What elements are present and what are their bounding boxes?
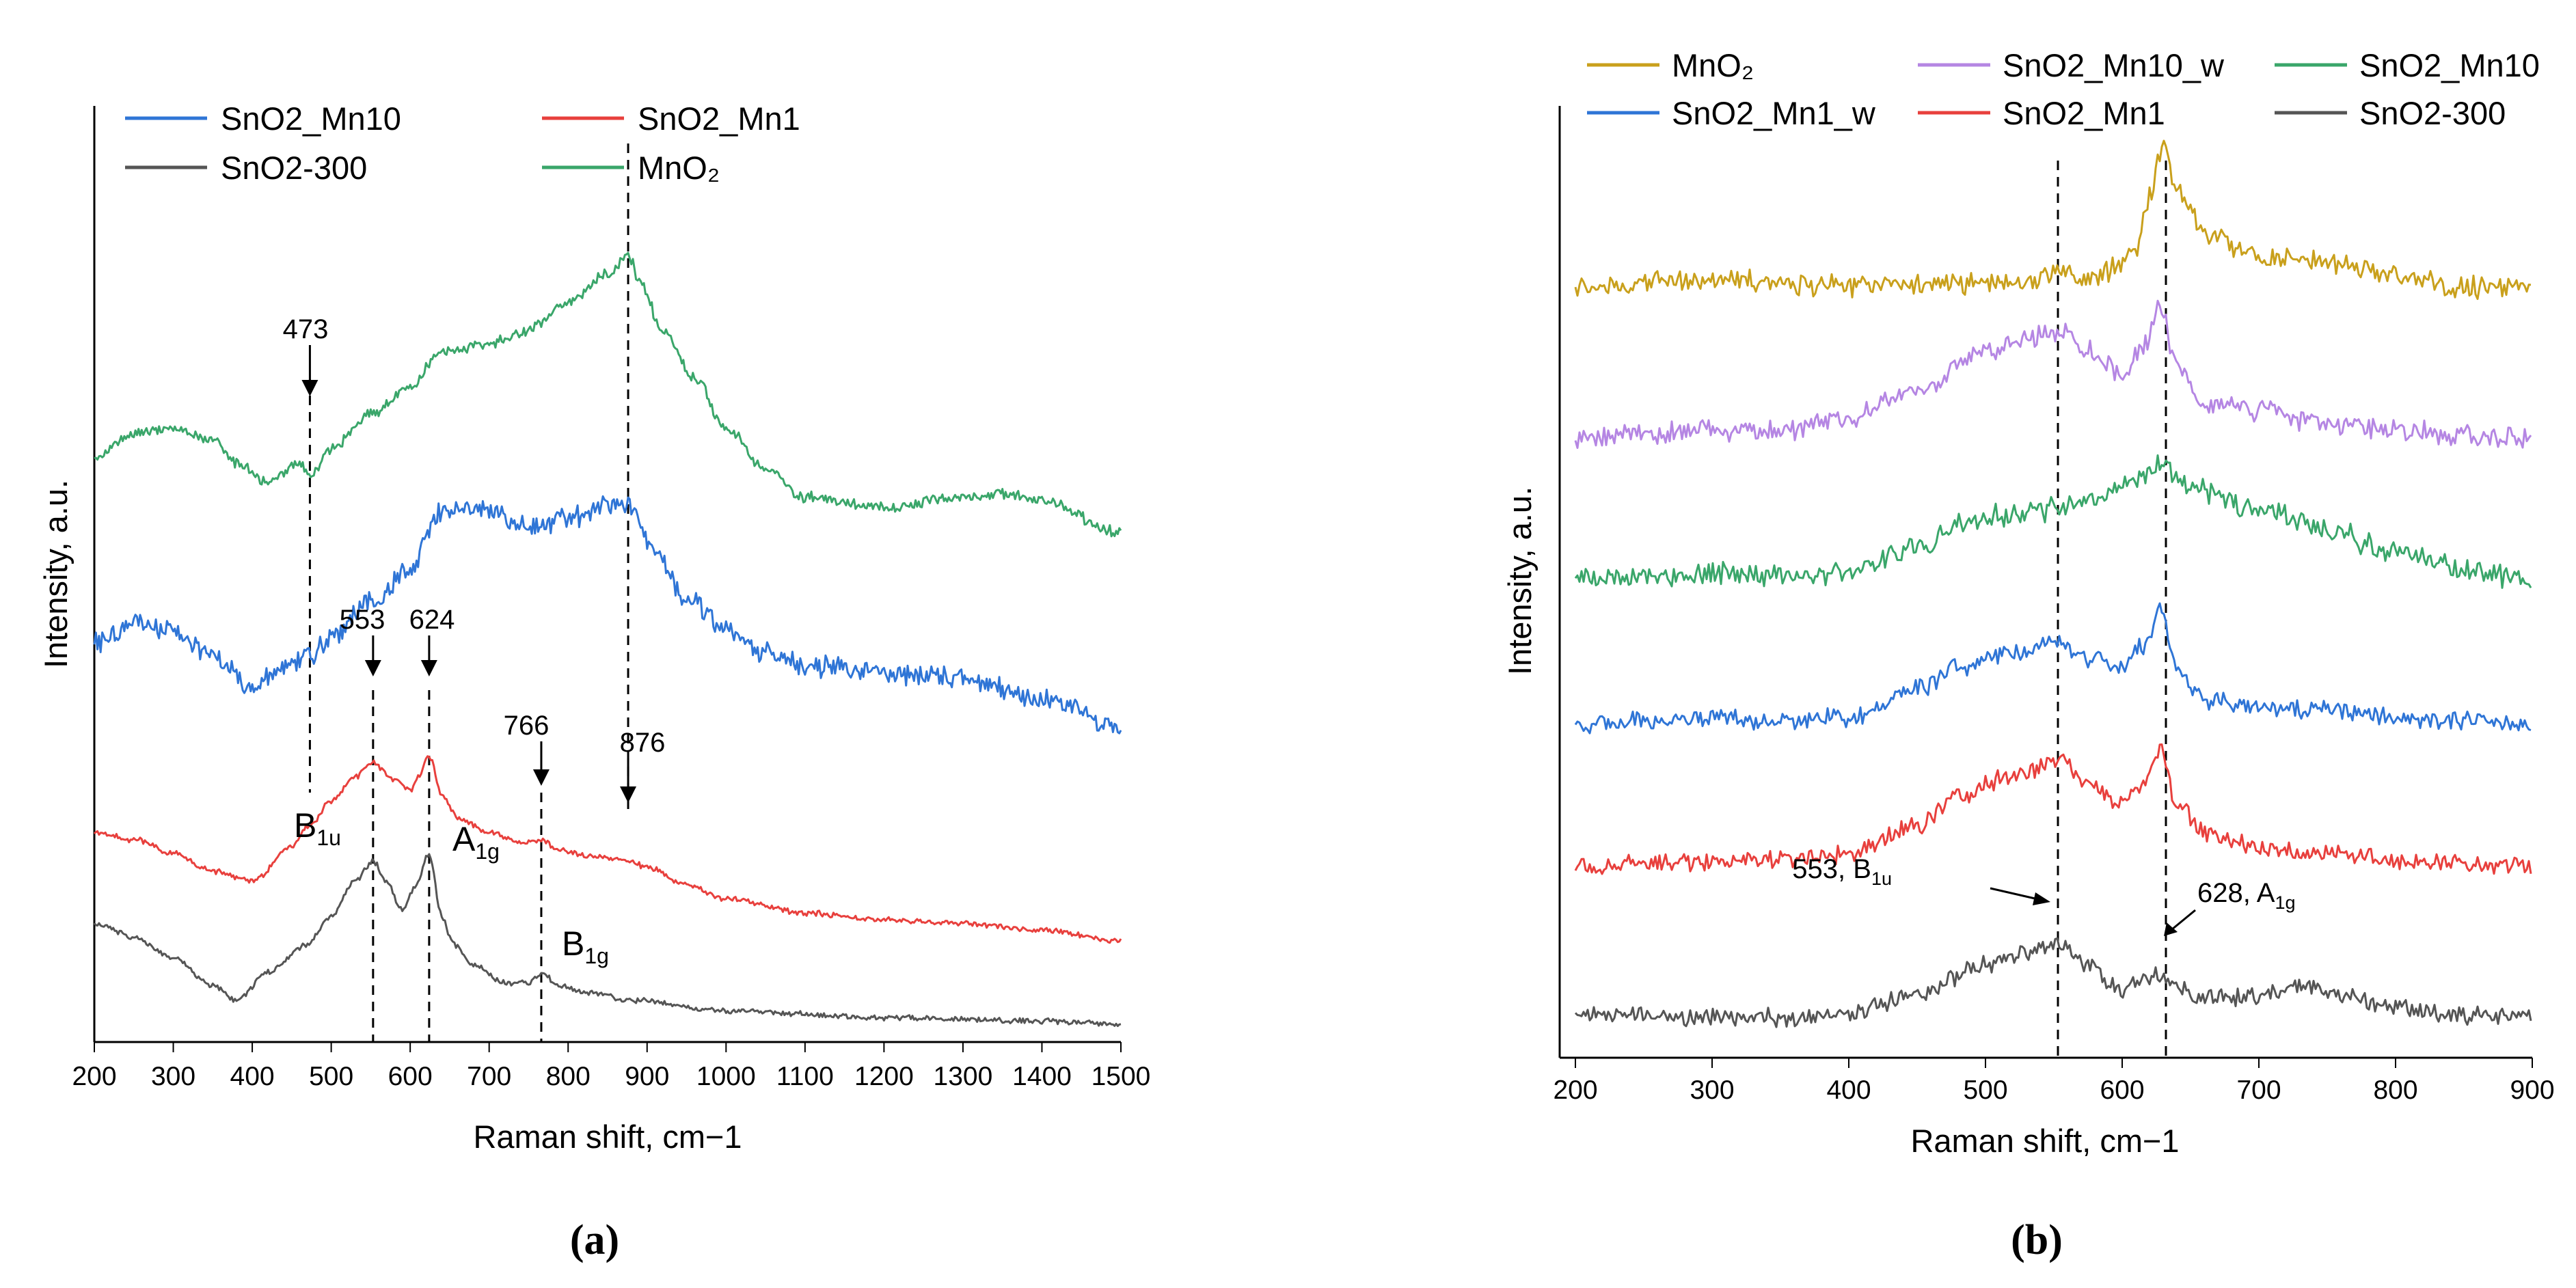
- panel-a-x-tick-label: 800: [546, 1062, 591, 1091]
- panel-a-x-tick-label: 900: [625, 1062, 669, 1091]
- panel-b-x-tick-label: 400: [1826, 1075, 1871, 1105]
- panel-a-series-sno2-mn10: [93, 495, 1122, 735]
- panel-a-y-title: Intensity, a.u.: [38, 480, 74, 668]
- panel-b-x-tick-label: 300: [1690, 1075, 1734, 1105]
- mode-label-b1u: B1u: [294, 806, 341, 850]
- panel-b-x-title: Raman shift, cm−1: [1910, 1123, 2179, 1159]
- legend-label-sno2-300: SnO2-300: [221, 150, 367, 186]
- panel-a-x-title: Raman shift, cm−1: [473, 1119, 742, 1155]
- panel-b-legend: MnO₂ SnO2_Mn10_w SnO2_Mn10 SnO2_Mn1_w Sn…: [1587, 47, 2540, 131]
- panel-b-x-tick-label: 900: [2510, 1075, 2554, 1105]
- arrow-628-head: [2164, 922, 2178, 936]
- arrow-553-head: [2033, 892, 2050, 905]
- panel-a-arrow-head: [620, 786, 637, 803]
- panel-a-arrow-head: [420, 660, 437, 676]
- anno-553-b1u: 553, B1u: [1792, 854, 1892, 889]
- anno-766: 766: [504, 711, 550, 741]
- panel-b-series-sno2-300: [1574, 937, 2532, 1028]
- anno-624: 624: [409, 605, 455, 635]
- panel-a-x-tick-label: 500: [309, 1062, 353, 1091]
- anno-628-a1g: 628, A1g: [2197, 878, 2295, 913]
- arrow-553: [1990, 887, 2042, 901]
- legend-b-label-mno2: MnO₂: [1672, 47, 1754, 83]
- mode-label-a1g: A1g: [452, 820, 500, 864]
- legend-label-sno2-mn10: SnO2_Mn10: [221, 100, 401, 137]
- panel-b-series-sno2-mn1-w: [1574, 602, 2532, 735]
- panel-a: 200 300 400 500 600 700 800 900 1000 1100 1200 1300…: [38, 100, 1150, 1155]
- panel-a-x-tick-label: 1500: [1092, 1062, 1151, 1091]
- panel-b-y-title: Intensity, a.u.: [1502, 487, 1538, 675]
- panel-a-x-tick-label: 1100: [776, 1062, 834, 1091]
- panel-label-b: (b): [2011, 1217, 2063, 1263]
- legend-label-sno2-mn1: SnO2_Mn1: [638, 100, 800, 137]
- panel-a-x-tick-label: 300: [151, 1062, 195, 1091]
- arrow-628: [2171, 909, 2196, 931]
- panel-b-series-sno2-mn10-w: [1574, 299, 2532, 449]
- anno-473: 473: [283, 314, 329, 344]
- panel-a-series-sno2-mn1: [93, 755, 1122, 944]
- panel-a-x-tick-label: 1400: [1012, 1062, 1072, 1091]
- mode-label-b1g: B1g: [562, 924, 609, 968]
- panel-a-arrow-head: [364, 660, 381, 676]
- legend-b-label-sno2-mn10: SnO2_Mn10: [2359, 47, 2540, 83]
- panel-a-legend: SnO2_Mn10 SnO2_Mn1 SnO2-300 MnO₂: [125, 100, 800, 186]
- panel-b-series-sno2-mn10: [1574, 454, 2532, 589]
- anno-876: 876: [620, 728, 666, 758]
- panel-b-x-tick-label: 600: [2100, 1075, 2144, 1105]
- anno-553: 553: [340, 605, 385, 635]
- panel-b: 200 300 400 500 600 700 800 900 Raman shift, cm…: [1502, 47, 2555, 1159]
- panel-b-x-tick-label: 700: [2236, 1075, 2281, 1105]
- legend-b-label-sno2-mn1: SnO2_Mn1: [2003, 95, 2165, 131]
- panel-a-series-mno-: [94, 251, 1122, 538]
- panel-a-arrow-head: [301, 380, 318, 396]
- panel-a-arrow-head: [532, 769, 550, 786]
- panel-b-series-sno2-mn1: [1574, 743, 2532, 875]
- panel-a-x-tick-label: 1200: [854, 1062, 914, 1091]
- panel-a-x-tick-label: 700: [467, 1062, 511, 1091]
- panel-a-x-tick-label: 1000: [696, 1062, 756, 1091]
- panel-b-series-mno-: [1574, 139, 2532, 300]
- legend-b-label-sno2-mn1-w: SnO2_Mn1_w: [1672, 95, 1876, 131]
- panel-a-x-tick-label: 600: [388, 1062, 433, 1091]
- legend-b-label-sno2-300: SnO2-300: [2359, 95, 2506, 131]
- legend-b-label-sno2-mn10-w: SnO2_Mn10_w: [2003, 47, 2225, 83]
- panel-b-x-tick-label: 200: [1553, 1075, 1597, 1105]
- panel-b-x-tick-label: 500: [1963, 1075, 2007, 1105]
- panel-a-x-tick-label: 200: [72, 1062, 116, 1091]
- panel-b-x-tick-label: 800: [2373, 1075, 2417, 1105]
- panel-label-a: (a): [570, 1217, 619, 1263]
- panel-a-series-sno2-300: [93, 853, 1122, 1028]
- panel-a-x-tick-label: 1300: [934, 1062, 993, 1091]
- legend-label-mno2: MnO₂: [638, 150, 720, 186]
- panel-a-x-tick-label: 400: [230, 1062, 275, 1091]
